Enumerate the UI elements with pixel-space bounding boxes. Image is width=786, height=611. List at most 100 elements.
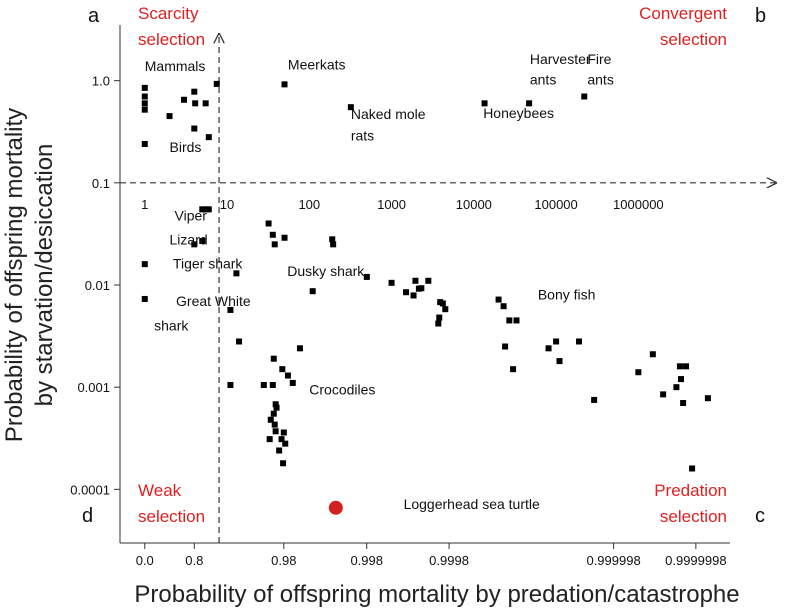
point-0-80: [649, 351, 656, 358]
point-0-48: [278, 436, 285, 443]
label-great-white-2: shark: [154, 317, 189, 333]
point-0-38: [279, 366, 286, 373]
label-bony-fish: Bony fish: [538, 287, 596, 303]
x-top-tick-label-5: 100000: [534, 197, 577, 212]
point-0-37: [269, 382, 276, 389]
point-0-11: [205, 134, 212, 141]
point-0-7: [191, 88, 198, 95]
point-0-44: [270, 410, 277, 417]
point-0-30: [330, 241, 337, 248]
point-0-29: [329, 236, 336, 243]
point-0-40: [289, 379, 296, 386]
point-0-56: [388, 279, 395, 286]
point-0-23: [205, 206, 212, 213]
x-bottom-tick-label-5: 0.999998: [586, 553, 640, 568]
point-0-71: [513, 317, 520, 324]
point-0-88: [704, 395, 711, 402]
label-meerkats: Meerkats: [288, 57, 346, 73]
quadrant-scarcity-line2: selection: [138, 30, 205, 49]
quadrant-convergent-line1: Convergent: [639, 4, 727, 23]
point-0-52: [282, 440, 289, 447]
label-fire-ants-2: ants: [587, 71, 613, 87]
point-0-6: [181, 96, 188, 103]
point-0-77: [576, 338, 583, 345]
y-tick-label-1: 0.1: [92, 176, 110, 191]
x-top-tick-label-4: 10000: [456, 197, 492, 212]
x-axis-title: Probability of offspring mortality by pr…: [134, 581, 739, 608]
x-bottom-tick-label-3: 0.998: [350, 553, 383, 568]
point-0-43: [273, 404, 280, 411]
label-naked-mole-rats-2: rats: [351, 127, 374, 143]
point-0-12: [213, 80, 220, 87]
point-0-13: [281, 81, 288, 88]
label-honeybees: Honeybees: [483, 105, 554, 121]
label-crocodiles: Crocodiles: [309, 381, 375, 397]
quadrant-convergent-line2: selection: [660, 30, 727, 49]
point-0-51: [280, 429, 287, 436]
point-0-28: [281, 234, 288, 241]
point-0-25: [265, 220, 272, 227]
point-0-2: [141, 100, 148, 107]
point-0-39: [284, 372, 291, 379]
label-lizard: Lizard: [170, 231, 208, 247]
x-top-tick-label-0: 1: [141, 197, 148, 212]
point-0-54: [309, 288, 316, 295]
point-0-5: [166, 113, 173, 120]
point-0-46: [271, 421, 278, 428]
x-bottom-tick-label-1: 0.8: [185, 553, 203, 568]
point-0-61: [415, 285, 422, 292]
point-0-17: [581, 93, 588, 100]
point-0-47: [266, 436, 273, 443]
point-0-59: [412, 277, 419, 284]
y-tick-label-4: 0.0001: [70, 482, 110, 497]
quadrant-weak-line2: selection: [138, 507, 205, 526]
quadrant-predation-line1: Predation: [654, 481, 727, 500]
label-harvester-ants-1: Harvester: [530, 51, 591, 67]
point-0-70: [506, 317, 513, 324]
point-0-76: [556, 358, 563, 365]
point-0-81: [660, 391, 667, 398]
point-0-36: [270, 355, 277, 362]
point-0-20: [191, 241, 198, 248]
point-1-0: [328, 500, 343, 515]
y-axis-title-line2: by starvation/desiccation: [31, 144, 58, 407]
quadrant-scarcity-line1: Scarcity: [138, 4, 199, 23]
point-0-35: [260, 382, 267, 389]
point-0-26: [269, 231, 276, 238]
point-0-75: [553, 338, 560, 345]
point-0-79: [635, 369, 642, 376]
point-0-42: [272, 401, 279, 408]
label-harvester-ants-2: ants: [530, 71, 556, 87]
point-0-83: [676, 363, 683, 370]
point-0-3: [141, 106, 148, 113]
label-viper: Viper: [175, 207, 208, 223]
point-0-68: [495, 296, 502, 303]
point-0-87: [689, 465, 696, 472]
x-top-tick-label-2: 100: [298, 197, 320, 212]
y-axis-title-line1: Probability of offspring mortality: [1, 108, 28, 442]
point-0-86: [683, 363, 690, 370]
point-0-1: [141, 93, 148, 100]
point-0-33: [236, 338, 243, 345]
point-0-21: [199, 206, 206, 213]
label-naked-mole-rats-1: Naked mole: [351, 106, 426, 122]
x-bottom-tick-label-0: 0.0: [136, 553, 154, 568]
panel-letter-b: b: [755, 5, 766, 27]
y-tick-label-2: 0.01: [85, 278, 110, 293]
point-0-32: [227, 306, 234, 313]
point-0-9: [191, 125, 198, 132]
x-bottom-tick-label-6: 0.9999998: [665, 553, 726, 568]
y-tick-label-0: 1.0: [92, 74, 110, 89]
point-0-18: [141, 261, 148, 268]
point-0-67: [435, 320, 442, 327]
point-0-19: [141, 295, 148, 302]
point-0-53: [280, 460, 287, 467]
panel-letter-c: c: [755, 505, 765, 527]
point-0-85: [680, 399, 687, 406]
panel-letter-d: d: [82, 505, 93, 527]
x-top-tick-label-3: 1000: [377, 197, 406, 212]
point-0-72: [502, 343, 509, 350]
point-0-62: [425, 277, 432, 284]
label-fire-ants-1: Fire: [587, 51, 611, 67]
